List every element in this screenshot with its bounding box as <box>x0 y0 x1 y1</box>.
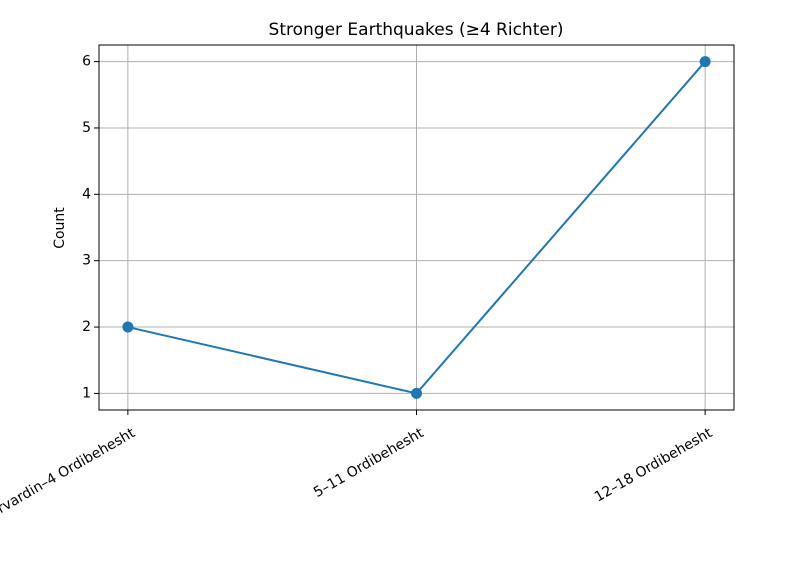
y-tick-label: 5 <box>82 120 91 136</box>
marker <box>411 387 422 399</box>
marker <box>699 56 711 68</box>
plot-frame <box>98 44 735 411</box>
chart-title: Stronger Earthquakes (≥4 Richter) <box>269 20 564 40</box>
y-tick-label: 1 <box>82 385 91 401</box>
y-tick-label: 4 <box>82 186 91 202</box>
y-tick-label: 6 <box>82 54 91 70</box>
y-tick-label: 2 <box>82 319 91 335</box>
y-axis-label: Count <box>52 207 68 249</box>
y-tick-label: 3 <box>82 253 91 269</box>
marker <box>122 321 134 333</box>
